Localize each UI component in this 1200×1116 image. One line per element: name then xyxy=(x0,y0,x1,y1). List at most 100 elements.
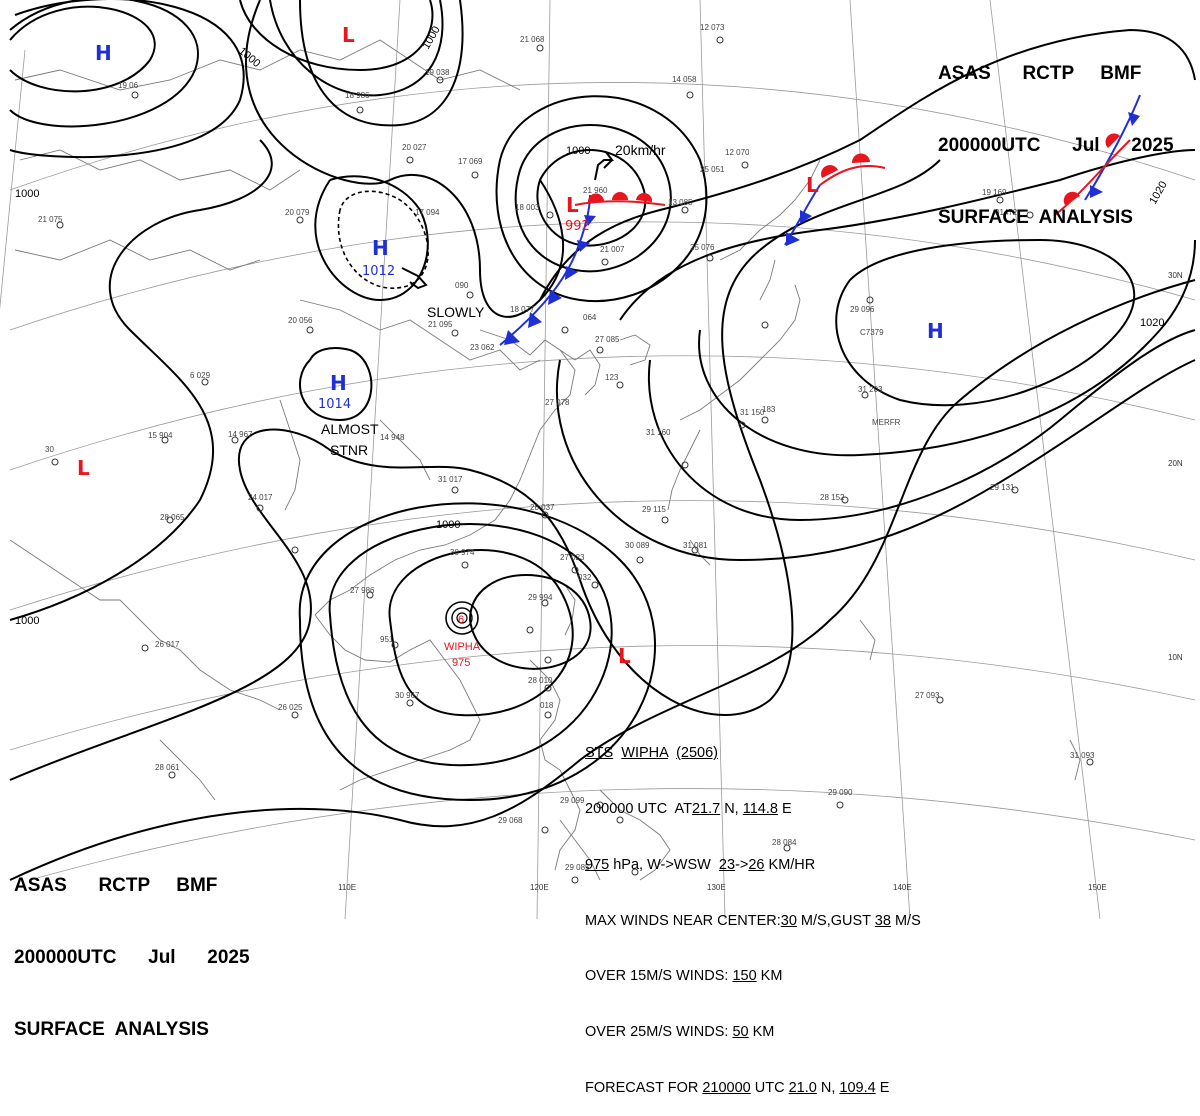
svg-text:6 029: 6 029 xyxy=(190,371,211,380)
svg-text:24 017: 24 017 xyxy=(248,493,273,502)
svg-text:12 070: 12 070 xyxy=(725,148,750,157)
svg-text:29 085: 29 085 xyxy=(565,863,590,872)
svg-text:14 967: 14 967 xyxy=(228,430,253,439)
lon-label: 150E xyxy=(1088,883,1107,892)
isobar-label: 1000 xyxy=(436,519,460,531)
svg-text:29 090: 29 090 xyxy=(828,788,853,797)
svg-text:27 085: 27 085 xyxy=(595,335,620,344)
svg-text:21 960: 21 960 xyxy=(583,186,608,195)
info-line-3: 975 hPa, W->WSW 23->26 KM/HR xyxy=(585,856,816,873)
svg-text:090: 090 xyxy=(455,281,469,290)
svg-text:14 058: 14 058 xyxy=(672,75,697,84)
speed-label: 20km/hr xyxy=(615,142,666,158)
lat-label: 30N xyxy=(1168,271,1183,280)
svg-text:20 027: 20 027 xyxy=(402,143,427,152)
svg-text:29 068: 29 068 xyxy=(498,816,523,825)
typhoon-pressure: 975 xyxy=(452,657,470,669)
svg-text:31 203: 31 203 xyxy=(858,385,883,394)
svg-text:26 025: 26 025 xyxy=(278,703,303,712)
movement-label: SLOWLY xyxy=(427,304,485,320)
high-center: H xyxy=(95,41,112,65)
svg-text:951: 951 xyxy=(380,635,394,644)
high-value: 1014 xyxy=(318,397,351,412)
info-radius-15: 150 xyxy=(732,968,757,985)
svg-text:20 056: 20 056 xyxy=(288,316,313,325)
isobar-labels: 1000 1000 1000 1000 1000 1000 1020 1020 xyxy=(15,24,1170,627)
svg-text:27 078: 27 078 xyxy=(545,398,570,407)
info-max-wind: 30 xyxy=(780,912,797,929)
svg-text:18 986: 18 986 xyxy=(345,91,370,100)
header-line-1: ASAS RCTP BMF xyxy=(938,63,1142,84)
svg-text:28 152: 28 152 xyxy=(820,493,845,502)
info-speed-from: 23 xyxy=(718,856,736,873)
low-center: L xyxy=(342,23,355,47)
info-class: STS xyxy=(585,745,614,762)
info-line-4: MAX WINDS NEAR CENTER:30 M/S,GUST 38 M/S xyxy=(585,912,921,929)
svg-text:27 986: 27 986 xyxy=(350,586,375,595)
isobar-label: 1020 xyxy=(1140,317,1164,329)
svg-text:30 089: 30 089 xyxy=(625,541,650,550)
info-number: (2506) xyxy=(676,745,718,762)
header-bottom-left: ASAS RCTP BMF 200000UTC Jul 2025 SURFACE… xyxy=(14,826,250,1066)
station-plots xyxy=(51,36,1094,884)
svg-text:18 077: 18 077 xyxy=(510,305,535,314)
info-line-7: FORECAST FOR 210000 UTC 21.0 N, 109.4 E xyxy=(585,1079,890,1096)
coastlines xyxy=(9,39,1081,881)
svg-text:23 062: 23 062 xyxy=(470,343,495,352)
info-radius-25: 50 xyxy=(732,1024,749,1041)
svg-text:21 075: 21 075 xyxy=(38,215,63,224)
svg-text:29 115: 29 115 xyxy=(642,505,666,514)
svg-text:018: 018 xyxy=(540,701,554,710)
svg-text:01472: 01472 xyxy=(995,208,1018,217)
high-center: H xyxy=(330,371,347,395)
svg-text:29 994: 29 994 xyxy=(528,593,553,602)
svg-text:31 160: 31 160 xyxy=(646,428,671,437)
header-top-right: ASAS RCTP BMF 200000UTC Jul 2025 SURFACE… xyxy=(938,14,1174,254)
svg-text:28 084: 28 084 xyxy=(772,838,797,847)
lat-label: 20N xyxy=(1168,459,1183,468)
typhoon-info-box: STS WIPHA (2506) 200000 UTC AT21.7 N, 11… xyxy=(585,707,921,1116)
low-center: L xyxy=(618,644,631,668)
header-line-2: 200000UTC Jul 2025 xyxy=(14,947,250,968)
svg-text:20 079: 20 079 xyxy=(285,208,310,217)
svg-text:28 037: 28 037 xyxy=(530,503,555,512)
svg-text:19 06: 19 06 xyxy=(118,81,139,90)
svg-text:31 093: 31 093 xyxy=(1070,751,1095,760)
header-line-3: SURFACE ANALYSIS xyxy=(938,207,1133,228)
typhoon-number: 6 xyxy=(458,614,464,626)
high-value: 1012 xyxy=(362,264,395,279)
svg-text:17 069: 17 069 xyxy=(458,157,483,166)
info-forecast-time: 210000 xyxy=(702,1079,751,1096)
svg-text:14 948: 14 948 xyxy=(380,433,405,442)
lon-label: 120E xyxy=(530,883,549,892)
info-forecast-lat: 21.0 xyxy=(788,1079,817,1096)
svg-text:123: 123 xyxy=(605,373,619,382)
svg-text:21 095: 21 095 xyxy=(428,320,453,329)
weather-map: 21 068 19 038 18 986 20 027 17 069 20 079 17… xyxy=(0,0,1200,919)
low-center: L xyxy=(806,173,819,197)
header-line-2: 200000UTC Jul 2025 xyxy=(938,135,1174,156)
lat-label: 10N xyxy=(1168,653,1183,662)
isobars xyxy=(9,0,1196,881)
info-line-5: OVER 15M/S WINDS: 150 KM xyxy=(585,968,783,985)
lon-label: 110E xyxy=(338,883,356,892)
svg-text:C7379: C7379 xyxy=(860,328,884,337)
svg-text:30: 30 xyxy=(45,445,54,454)
high-center: H xyxy=(927,319,944,343)
svg-text:15 904: 15 904 xyxy=(148,431,173,440)
lon-label: 130E xyxy=(707,883,726,892)
info-line-2: 200000 UTC AT21.7 N, 114.8 E xyxy=(585,800,792,817)
svg-text:31 081: 31 081 xyxy=(683,541,708,550)
station-numbers: 21 068 19 038 18 986 20 027 17 069 20 079 17… xyxy=(38,23,1095,872)
svg-text:MERFR: MERFR xyxy=(872,418,901,427)
info-time: 200000 UTC AT xyxy=(585,800,692,817)
svg-text:032: 032 xyxy=(578,573,592,582)
info-lat: 21.7 xyxy=(691,800,721,817)
info-lon: 114.8 xyxy=(742,800,778,817)
svg-text:29 099: 29 099 xyxy=(560,796,585,805)
info-name: WIPHA xyxy=(621,745,668,762)
movement-labels: 20km/hr SLOWLY ALMOST STNR xyxy=(321,142,666,458)
map-background xyxy=(0,0,1200,919)
svg-text:183: 183 xyxy=(762,405,776,414)
svg-text:17 094: 17 094 xyxy=(415,208,440,217)
